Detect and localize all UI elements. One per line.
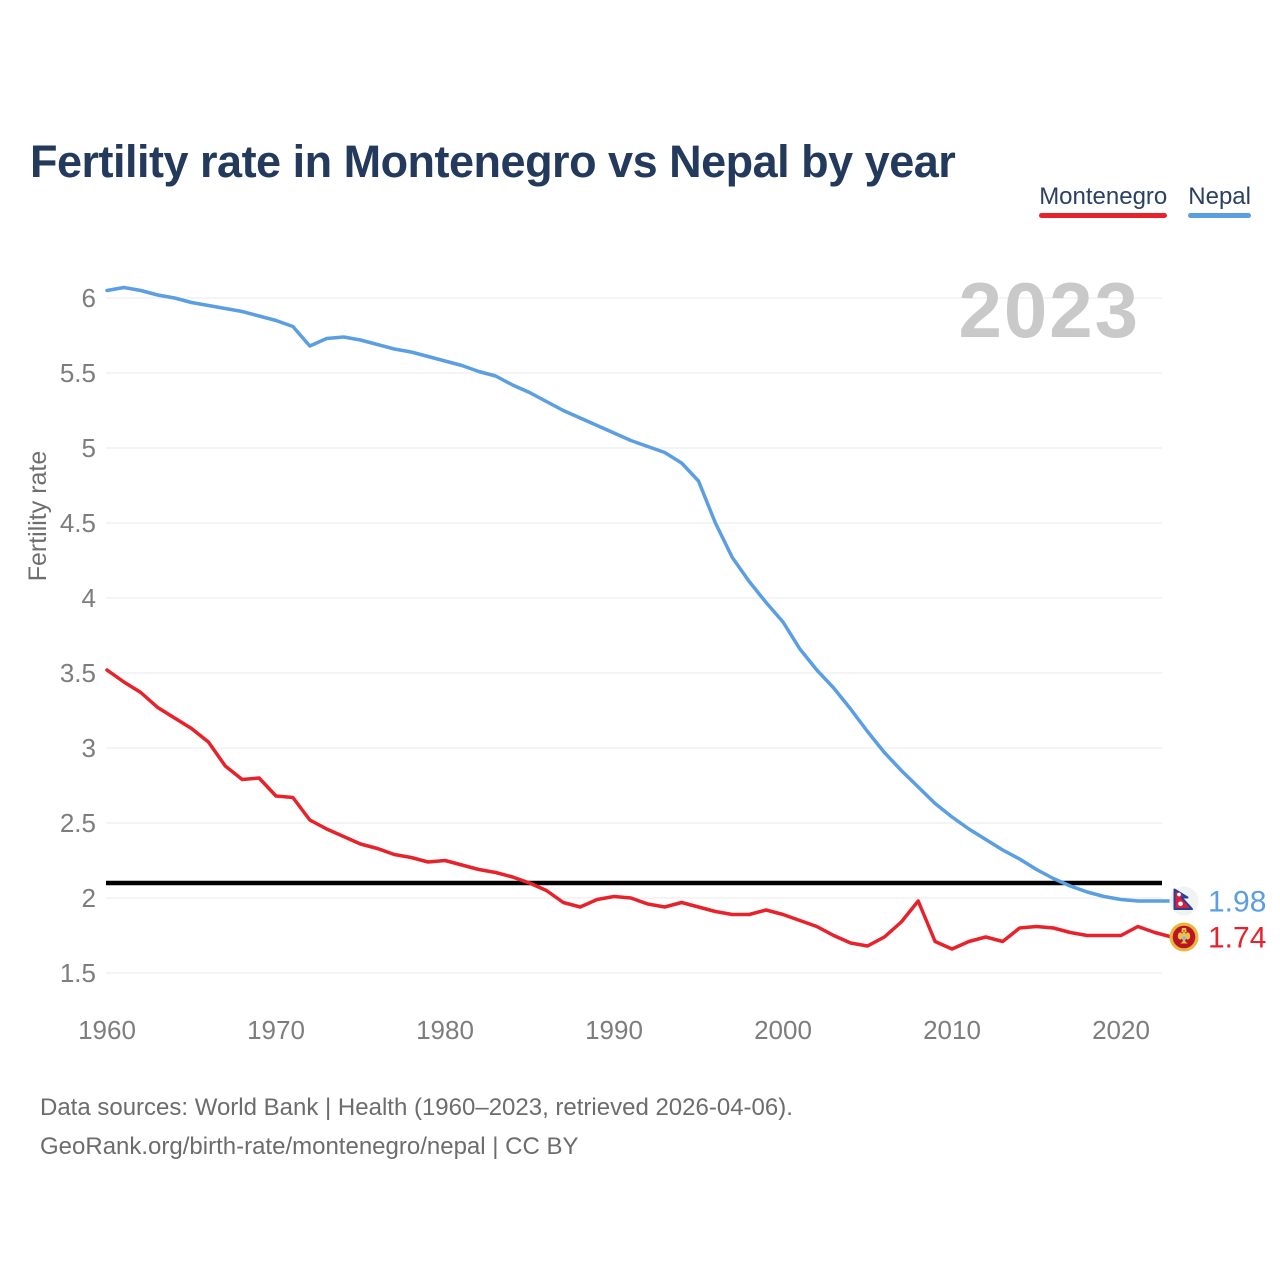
- y-tick-label-3: 3: [82, 733, 96, 763]
- legend-item-nepal[interactable]: Nepal: [1188, 183, 1251, 218]
- y-tick-label-2.5: 2.5: [60, 808, 96, 838]
- y-axis-title: Fertility rate: [24, 451, 52, 582]
- flag-eagle-tail: [1180, 940, 1188, 944]
- x-tick-label-1990: 1990: [585, 1015, 643, 1045]
- y-tick-label-4: 4: [82, 583, 96, 613]
- y-tick-label-2: 2: [82, 883, 96, 913]
- flag-eagle-head: [1181, 930, 1184, 933]
- year-watermark: 2023: [958, 266, 1140, 354]
- flag-eagle-head: [1184, 930, 1187, 933]
- y-tick-label-5: 5: [82, 433, 96, 463]
- footer-license-line: GeoRank.org/birth-rate/montenegro/nepal …: [40, 1133, 579, 1160]
- nepal-end-value: 1.98: [1208, 886, 1266, 919]
- y-tick-label-1.5: 1.5: [60, 958, 96, 988]
- montenegro-flag-icon: [1169, 922, 1199, 952]
- legend-swatch-nepal: [1188, 213, 1251, 218]
- flag-shield: [1182, 936, 1186, 940]
- x-tick-label-2020: 2020: [1092, 1015, 1150, 1045]
- legend-label-nepal: Nepal: [1188, 183, 1251, 210]
- legend: Montenegro Nepal: [1039, 183, 1251, 218]
- legend-item-montenegro[interactable]: Montenegro: [1039, 183, 1168, 218]
- flag-sun: [1178, 901, 1183, 907]
- legend-swatch-montenegro: [1039, 213, 1168, 218]
- y-tick-label-5.5: 5.5: [60, 358, 96, 388]
- x-tick-label-1980: 1980: [416, 1015, 474, 1045]
- montenegro-end-value: 1.74: [1208, 922, 1266, 955]
- y-tick-label-3.5: 3.5: [60, 658, 96, 688]
- page-title: Fertility rate in Montenegro vs Nepal by…: [30, 136, 956, 188]
- flag-eagle-wing: [1185, 932, 1191, 940]
- montenegro-line: [105, 668, 1174, 951]
- footer-source-line: Data sources: World Bank | Health (1960–…: [40, 1094, 793, 1121]
- x-tick-label-1960: 1960: [78, 1015, 136, 1045]
- x-tick-label-2000: 2000: [754, 1015, 812, 1045]
- nepal-flag-icon: [1169, 886, 1199, 916]
- footer: Data sources: World Bank | Health (1960–…: [40, 1088, 793, 1166]
- nepal-line: [105, 285, 1174, 903]
- y-tick-label-4.5: 4.5: [60, 508, 96, 538]
- flag-crown: [1181, 928, 1187, 931]
- x-tick-label-2010: 2010: [923, 1015, 981, 1045]
- y-tick-label-6: 6: [82, 283, 96, 313]
- flag-moon: [1177, 892, 1181, 897]
- legend-label-montenegro: Montenegro: [1039, 183, 1168, 210]
- x-tick-label-1970: 1970: [247, 1015, 305, 1045]
- flag-eagle-wing: [1177, 932, 1183, 940]
